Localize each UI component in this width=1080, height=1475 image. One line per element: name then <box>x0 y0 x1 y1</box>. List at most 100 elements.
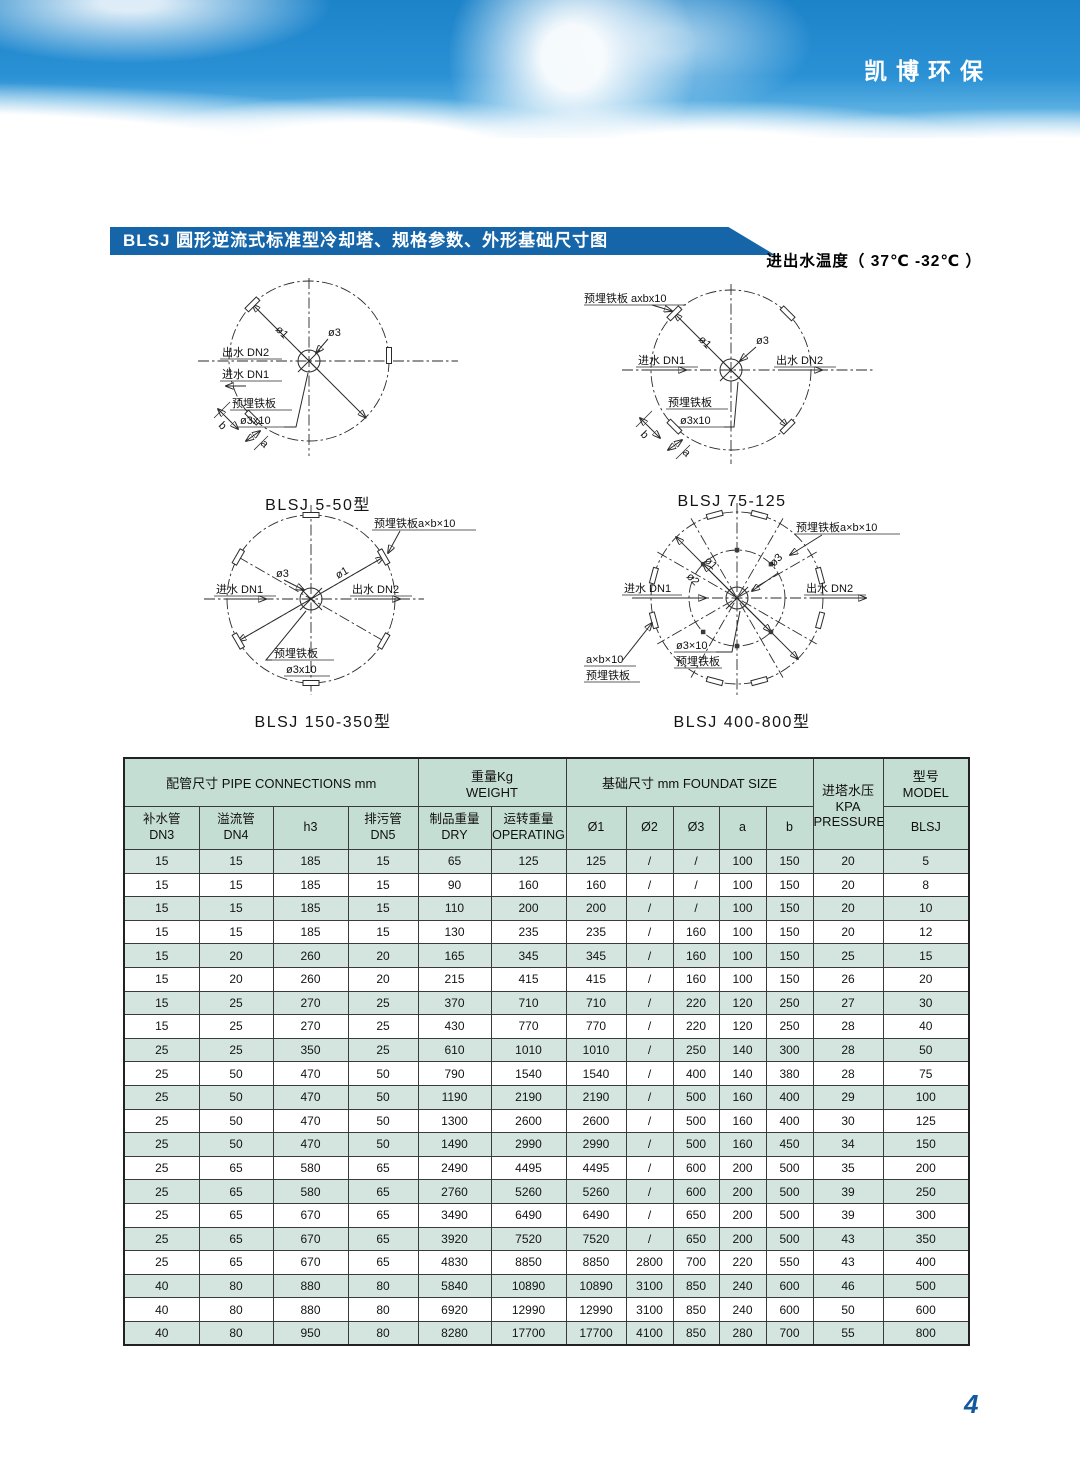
table-cell: 25 <box>123 1037 200 1063</box>
table-cell: / <box>625 896 674 921</box>
diagram-caption: BLSJ 400-800型 <box>673 714 811 731</box>
table-cell: 100 <box>718 849 767 874</box>
col-dry: 制品重量 DRY <box>417 806 492 850</box>
table-cell: 880 <box>272 1297 349 1322</box>
label-d1: ø1 <box>696 334 714 352</box>
table-cell: 140 <box>718 1037 767 1063</box>
table-cell: 20 <box>812 849 884 874</box>
table-cell: 185 <box>272 896 349 921</box>
table-cell: 30 <box>882 990 970 1016</box>
label-plate-size: ø3x10 <box>286 664 317 676</box>
table-cell: 160 <box>672 919 720 945</box>
table-cell: 160 <box>490 872 567 898</box>
table-cell: 580 <box>272 1179 349 1204</box>
table-cell: 200 <box>490 896 567 921</box>
weight-label-cn: 重量Kg <box>471 768 513 784</box>
table-cell: 125 <box>490 849 567 874</box>
col-d2: Ø2 <box>625 806 674 850</box>
table-cell: 25 <box>347 1037 419 1063</box>
table-cell: 3920 <box>417 1226 492 1252</box>
table-cell: 150 <box>765 849 814 874</box>
table-cell: 15 <box>198 872 274 898</box>
table-cell: 15 <box>198 849 274 874</box>
table-row: 25 65 670 65 4830 8850 8850 2800 700 220 550 43 400 <box>123 1250 970 1275</box>
label-dim-a: a <box>680 447 693 460</box>
table-cell: 20 <box>198 943 274 968</box>
table-row: 25 65 580 65 2760 5260 5260/600 200 500 39 250 <box>123 1179 970 1204</box>
table-cell: 4830 <box>417 1250 492 1275</box>
table-cell: 65 <box>347 1155 419 1181</box>
label-plate-size: ø3x10 <box>240 415 271 427</box>
table-cell: 220 <box>672 990 720 1016</box>
table-subheader-row: 补水管 DN3 溢流管 DN4 h3 排污管 DN5 制品重量 DRY 运转重量 OPER… <box>123 806 970 850</box>
table-cell: 850 <box>672 1320 720 1346</box>
table-cell: / <box>625 1084 674 1110</box>
table-cell: 670 <box>272 1226 349 1252</box>
table-cell: 25 <box>123 1084 200 1110</box>
table-cell: 40 <box>123 1297 200 1322</box>
table-cell: 500 <box>672 1132 720 1157</box>
table-cell: 650 <box>672 1202 720 1228</box>
table-cell: 2990 <box>490 1132 567 1157</box>
label-outlet: 出水 DN2 <box>352 582 399 596</box>
col-group-foundation: 基础尺寸 mm FOUNDAT SIZE <box>565 757 814 807</box>
table-cell: / <box>625 919 674 945</box>
diagram-blsj-400-800: 预埋铁板a×b×10 ø1 ø2 ø3 进水 DN1 出水 DN2 ø3×10 … <box>582 503 902 732</box>
table-cell: 8280 <box>417 1320 492 1346</box>
table-cell: 950 <box>272 1320 349 1346</box>
table-cell: 25 <box>123 1226 200 1252</box>
table-cell: 500 <box>672 1108 720 1134</box>
table-cell: 250 <box>765 1014 814 1039</box>
table-cell: 200 <box>882 1155 970 1181</box>
table-cell: 35 <box>812 1155 884 1181</box>
table-cell: 270 <box>272 990 349 1016</box>
table-row: 25 65 580 65 2490 4495 4495/600 200 500 35 200 <box>123 1155 970 1181</box>
table-cell: 17700 <box>490 1320 567 1346</box>
table-cell: 15 <box>123 919 200 945</box>
label-outlet: 出水 DN2 <box>776 353 823 367</box>
table-cell: 25 <box>123 1155 200 1181</box>
table-cell: 260 <box>272 943 349 968</box>
table-cell: 25 <box>198 1014 274 1039</box>
header-banner: 凯博环保 <box>0 0 1080 138</box>
table-cell: 470 <box>272 1084 349 1110</box>
table-cell: 50 <box>198 1061 274 1086</box>
table-cell: 250 <box>672 1037 720 1063</box>
table-cell: 300 <box>765 1037 814 1063</box>
label-d1: ø1 <box>273 324 291 342</box>
table-cell: 65 <box>198 1155 274 1181</box>
table-row: 25 65 670 65 3490 6490 6490/650 200 500 39 300 <box>123 1202 970 1228</box>
section-subtitle: 进出水温度（ 37℃ -32℃ ） <box>766 253 982 270</box>
table-cell: 350 <box>272 1037 349 1063</box>
table-cell: 400 <box>882 1250 970 1275</box>
table-row: 15 15 185 15 110 200 200//100 150 20 10 <box>123 896 970 921</box>
table-cell: 8850 <box>565 1250 627 1275</box>
table-cell: 12990 <box>490 1297 567 1322</box>
table-cell: 2190 <box>490 1084 567 1110</box>
label-plate-top: 预埋铁板 axbx10 <box>584 291 667 305</box>
pressure-label-cn: 进塔水压KPA <box>822 782 875 814</box>
section-title: BLSJ 圆形逆流式标准型冷却塔、规格参数、外形基础尺寸图 <box>123 231 609 250</box>
col-group-weight: 重量Kg WEIGHT <box>417 757 567 807</box>
table-cell: 200 <box>718 1226 767 1252</box>
table-cell: 580 <box>272 1155 349 1181</box>
table-cell: 5260 <box>490 1179 567 1204</box>
table-cell: 28 <box>812 1061 884 1086</box>
table-row: 40 80 950 80 8280 17700 17700 4100 850 280 700 55 80… <box>123 1320 970 1346</box>
table-cell: 600 <box>765 1297 814 1322</box>
table-row: 15 20 260 20 165 345 345/160 100 150 25 15 <box>123 943 970 968</box>
table-cell: 160 <box>718 1084 767 1110</box>
weight-label-en: WEIGHT <box>466 784 518 800</box>
table-cell: 15 <box>198 896 274 921</box>
table-cell: 1540 <box>565 1061 627 1086</box>
table-cell: 1010 <box>565 1037 627 1063</box>
brand-logo: 凯博环保 <box>864 58 992 84</box>
table-cell: 15 <box>347 919 419 945</box>
table-cell: 140 <box>718 1061 767 1086</box>
label-plate: 预埋铁板 <box>668 395 712 409</box>
section-title-banner: BLSJ 圆形逆流式标准型冷却塔、规格参数、外形基础尺寸图 <box>110 227 775 255</box>
table-cell: 55 <box>812 1320 884 1346</box>
table-cell: 8 <box>882 872 970 898</box>
table-cell: 130 <box>417 919 492 945</box>
table-cell: 50 <box>347 1132 419 1157</box>
